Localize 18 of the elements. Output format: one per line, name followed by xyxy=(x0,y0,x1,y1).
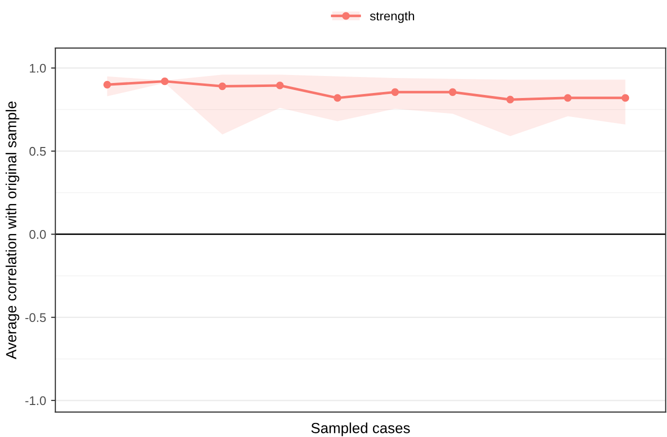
y-tick-label: 0.0 xyxy=(29,230,46,239)
y-tick-label: 0.5 xyxy=(29,146,46,156)
y-tick-label: -0.5 xyxy=(25,313,46,322)
y-tick-label: -1.0 xyxy=(25,396,46,406)
point xyxy=(622,94,630,102)
point xyxy=(564,94,572,102)
point xyxy=(276,82,284,90)
point xyxy=(218,82,226,90)
x-axis-title: Sampled cases xyxy=(311,422,410,436)
y-axis-title: Average correlation with original sample xyxy=(6,102,20,360)
point xyxy=(391,88,399,96)
point xyxy=(334,94,342,102)
point xyxy=(506,96,514,104)
point xyxy=(448,88,456,96)
point xyxy=(103,80,111,88)
legend-label: strength xyxy=(370,11,414,23)
y-tick-label: 1.0 xyxy=(30,64,46,73)
point xyxy=(160,77,169,86)
